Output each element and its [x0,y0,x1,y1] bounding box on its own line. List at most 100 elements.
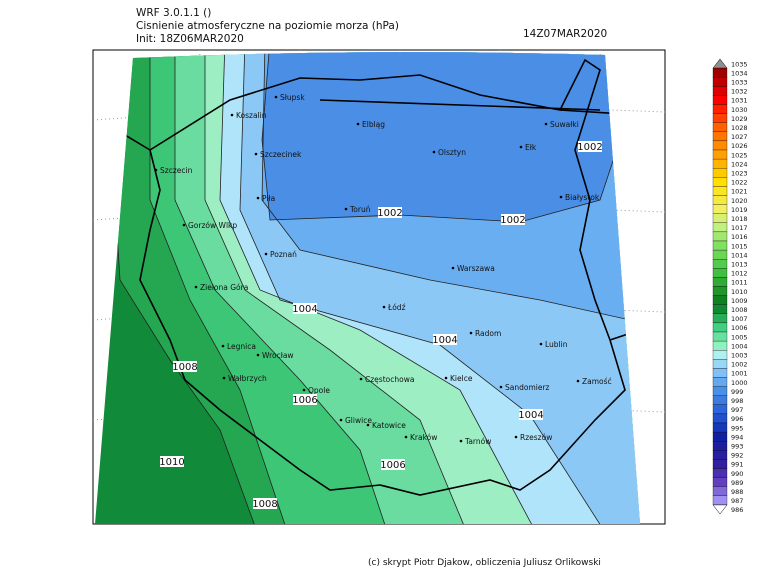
colorbar-label: 1006 [731,324,748,332]
colorbar-cell [712,459,728,469]
isobar-label: 1004 [292,304,317,315]
city-label: Szczecinek [260,150,302,159]
city-dot [339,418,343,422]
isobars [104,52,631,524]
title: Cisnienie atmosferyczne na poziomie morz… [136,20,399,32]
isobar-label-bg [501,214,525,225]
city-dot [432,150,436,154]
city-dot [576,379,580,383]
colorbar-label: 1009 [731,297,748,305]
colorbar-label: 1030 [731,106,748,114]
colorbar-cell [712,177,728,187]
isobar-label-bg [173,361,197,372]
colorbar-label: 1008 [731,306,748,314]
colorbar-cell [712,268,728,278]
city-label: Gliwice [345,416,372,425]
colorbar-label: 1021 [731,188,748,196]
city-label: Tarnów [464,437,491,446]
colorbar-label: 1001 [731,370,748,378]
city-dot [222,376,226,380]
colorbar-cell [712,67,728,78]
city-dot [451,266,455,270]
colorbar-label: 1027 [731,133,748,141]
colorbar-label: 1012 [731,270,748,278]
isobar-label: 1006 [292,395,317,406]
colorbar-cell [712,477,728,487]
colorbar-cell [712,122,728,132]
city-label: Lublin [545,340,568,349]
city-label: Szczecin [160,166,193,175]
colorbar-label: 1014 [731,251,748,259]
city-dot [359,377,363,381]
city-dot [302,388,306,392]
isobar-label: 1004 [518,410,543,421]
colorbar-cell [712,322,728,333]
city-label: Kielce [450,374,473,383]
city-label: Ełk [525,143,537,152]
city-label: Radom [475,329,501,338]
isobar-label: 1008 [252,499,277,510]
colorbar-cell [712,422,728,433]
colorbar-cell [712,386,728,396]
city-dot [514,435,518,439]
colorbar-cell [712,249,728,260]
city-dot [256,196,260,200]
colorbar-cell [712,486,728,496]
colorbar-cell [712,395,728,405]
colorbar-cell [712,468,728,478]
colorbar-label: 1026 [731,142,748,150]
city-label: Łódź [387,303,406,312]
colorbar-cell [712,140,728,151]
colorbar-cell [712,313,728,324]
colorbar-cell [712,95,728,105]
colorbar-cell [712,350,728,360]
isobar-label-bg [293,303,317,314]
city-label: Katowice [372,421,406,430]
colorbar-label: 1018 [731,215,748,223]
city-label: Suwałki [550,120,579,129]
colorbar-cell [712,149,728,160]
isobar-label: 1002 [577,142,602,153]
colorbar-cell [712,340,728,351]
isobar-label: 1004 [432,335,457,346]
colorbar-label: 1000 [731,379,748,387]
colorbar-cell [712,495,728,506]
colorbar-cell [712,158,728,169]
city-dot [499,385,503,389]
colorbar-label: 998 [731,397,743,405]
colorbar-label: 1002 [731,361,748,369]
isobar-label-bg [378,207,402,218]
valid-time: 14Z07MAR2020 [523,28,607,40]
colorbar-label: 1019 [731,206,748,214]
colorbar-label: 993 [731,442,743,450]
colorbar-label: 1007 [731,315,748,323]
colorbar-cell [712,86,728,96]
colorbar-label: 1032 [731,88,748,96]
colorbar-cell [712,450,728,460]
colorbar-label: 990 [731,470,743,478]
city-label: Olsztyn [438,148,466,157]
colorbar-cell [712,104,728,114]
city-label: Rzeszów [520,433,552,442]
colorbar-cell [712,404,728,415]
city-label: Koszalin [236,111,267,120]
colorbar-cap [712,58,728,69]
colorbar-label: 1003 [731,351,748,359]
colorbar-cell [712,413,728,424]
colorbar-label: 1023 [731,169,748,177]
city-label: Wałbrzych [228,374,267,383]
colorbar-cell [712,240,728,251]
city-label: Białystok [565,193,600,202]
city-dot [344,207,348,211]
colorbar-cell [712,168,728,178]
colorbar-cell [712,304,728,314]
city-label: Sandomierz [505,383,550,392]
isobar-label-bg [519,409,543,420]
isobar-label-bg [253,498,277,509]
model-label: WRF 3.0.1.1 () [136,7,211,19]
isobar-label-bg [293,394,317,405]
colorbar-label: 1035 [731,60,748,68]
city-dot [544,122,548,126]
isobar-label-layer: 1002 1002 1002 1004 1004 1004 1008 1006 1010 1006… [159,141,603,510]
